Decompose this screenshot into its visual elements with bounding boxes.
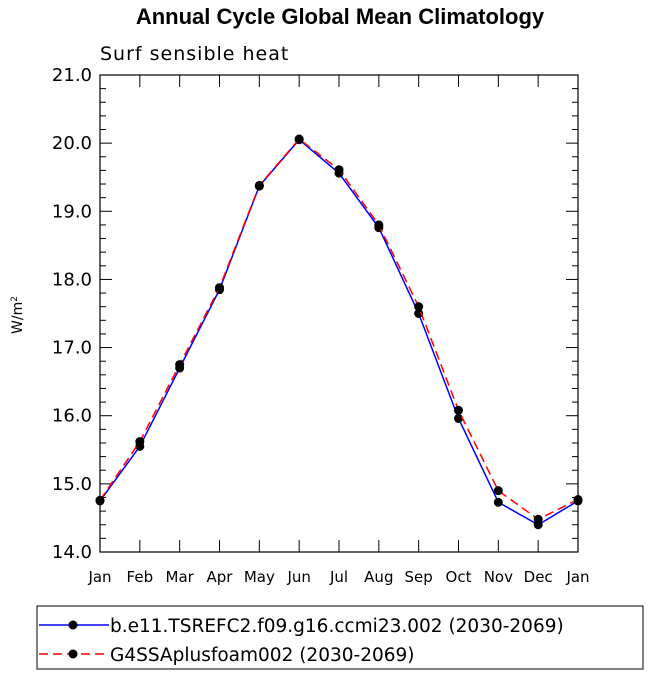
series-1 (95, 135, 583, 530)
y-axis-label-base: W/m (10, 302, 26, 334)
chart-title: Annual Cycle Global Mean Climatology (136, 4, 545, 29)
x-tick-label: Oct (446, 568, 472, 586)
x-tick-label: Nov (484, 568, 513, 586)
data-point (254, 180, 264, 190)
data-point (135, 437, 145, 447)
y-tick-label: 19.0 (52, 201, 92, 222)
x-tick-label: Jan (87, 568, 111, 586)
data-point (493, 497, 503, 507)
plot-frame (99, 74, 579, 553)
y-tick-label: 21.0 (52, 65, 92, 86)
legend-marker-1 (68, 620, 78, 630)
x-tick-label: Apr (207, 568, 234, 586)
data-point (533, 514, 543, 524)
series-2 (95, 134, 583, 524)
data-point (334, 165, 344, 175)
y-tick-label: 14.0 (52, 542, 92, 563)
y-tick-label: 15.0 (52, 474, 92, 495)
data-point (414, 302, 424, 312)
y-axis-label: W/m2 (10, 296, 26, 334)
x-tick-label: Jan (565, 568, 589, 586)
data-point (215, 283, 224, 293)
chart-subtitle: Surf sensible heat (100, 43, 289, 65)
legend-label-2: G4SSAplusfoam002 (2030-2069) (110, 645, 415, 666)
svg-text:W/m2: W/m2 (10, 296, 26, 334)
data-point (175, 360, 185, 370)
data-point (95, 495, 105, 505)
data-point (454, 413, 463, 423)
legend-box (36, 605, 644, 670)
x-tick-label: Feb (127, 568, 154, 586)
legend-label-1: b.e11.TSREFC2.f09.g16.ccmi23.002 (2030-2… (110, 616, 564, 637)
x-tick-label: Sep (405, 568, 433, 586)
y-tick-label: 17.0 (52, 338, 92, 359)
x-tick-label: Jul (329, 568, 348, 586)
legend-marker-2 (68, 649, 78, 659)
x-tick-label: May (244, 568, 275, 586)
data-point (454, 405, 463, 415)
x-tick-label: Jun (286, 568, 310, 586)
y-tick-label: 18.0 (52, 269, 92, 290)
data-point (294, 134, 304, 144)
x-tick-label: Dec (524, 568, 553, 586)
data-point (493, 486, 503, 496)
y-tick-label: 16.0 (52, 406, 92, 427)
data-point (414, 309, 424, 318)
y-axis-label-sup: 2 (10, 296, 20, 302)
data-point (374, 220, 384, 230)
x-tick-label: Aug (364, 568, 393, 586)
x-tick-label: Mar (166, 568, 195, 586)
series-line-1 (99, 138, 579, 526)
y-tick-label: 20.0 (52, 133, 92, 154)
data-point (573, 495, 583, 505)
series-line-2 (99, 138, 579, 521)
